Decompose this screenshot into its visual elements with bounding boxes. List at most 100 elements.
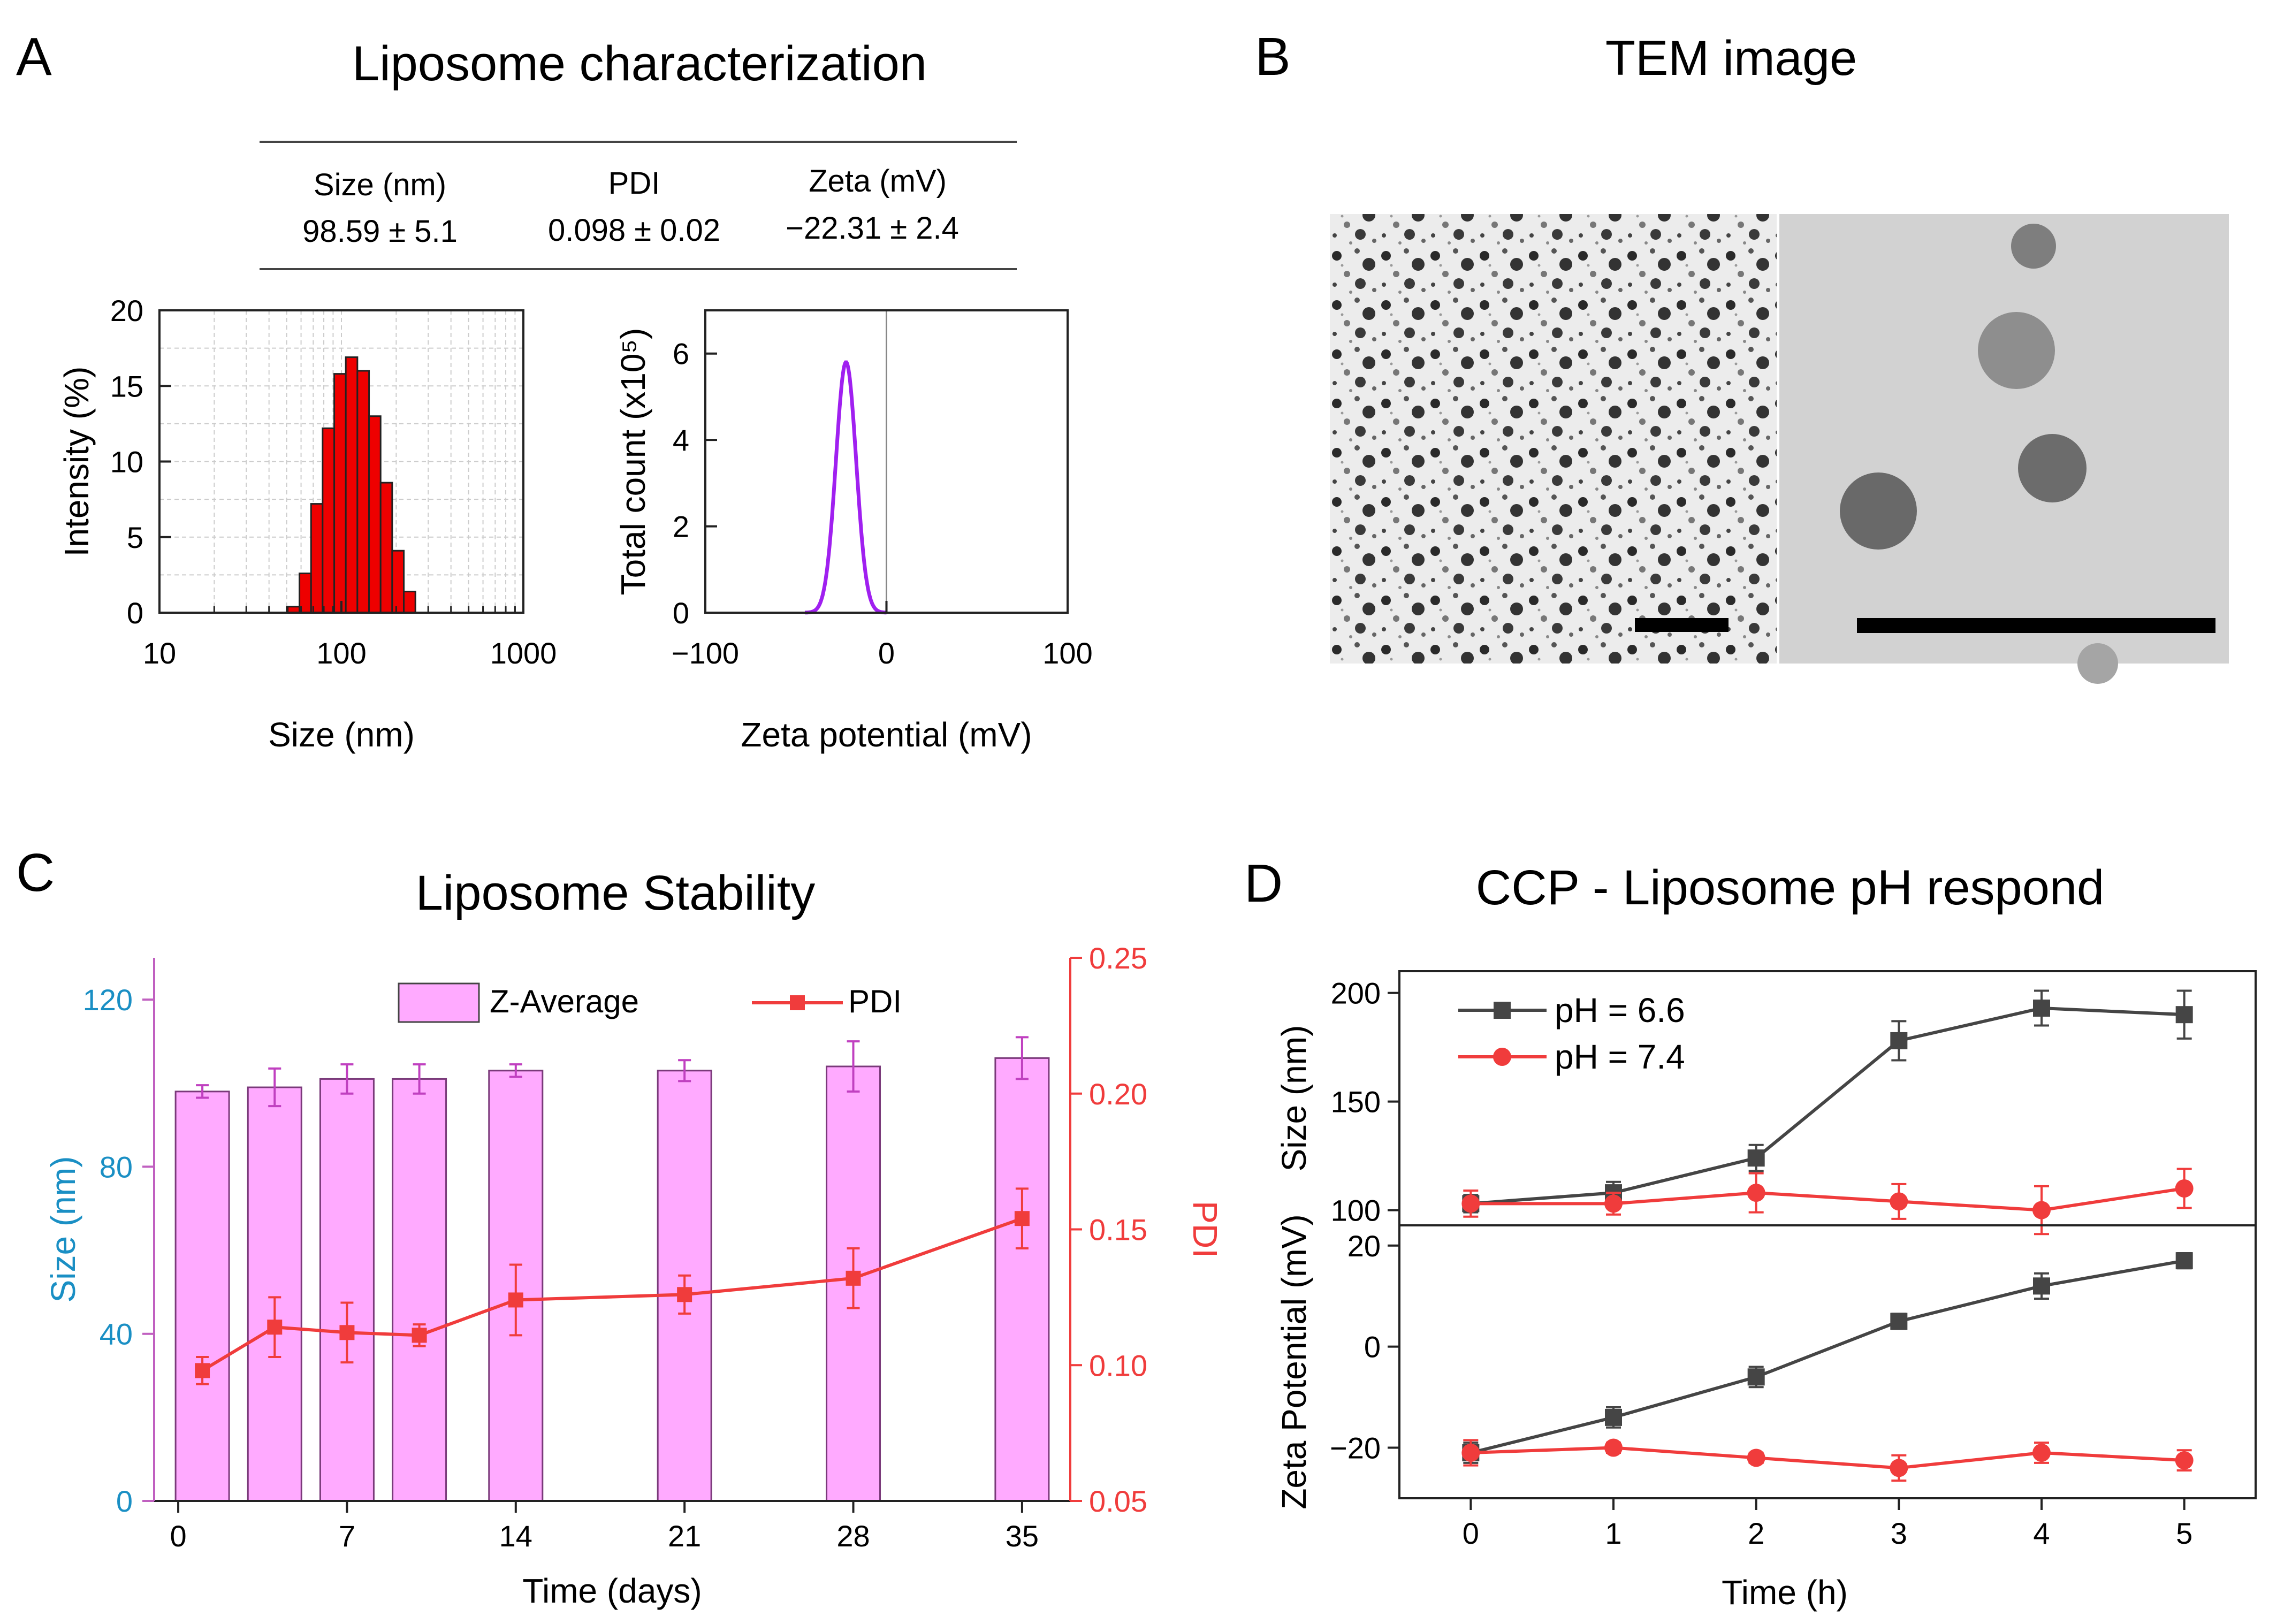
table-value-size: 98.59 ± 5.1 [302,214,458,249]
size-point-ph74 [1747,1184,1765,1202]
x-tick-label: 1 [1605,1516,1621,1550]
size-point-ph74 [1890,1192,1908,1211]
x-tick-label: 2 [1748,1516,1764,1550]
panel-b: B TEM image [1255,27,2229,684]
y-tick-label: 10 [110,445,143,479]
table-header-pdi: PDI [608,166,660,201]
size-y-tick-label: 100 [1331,1194,1381,1227]
size-y-tick-label: 150 [1331,1085,1381,1119]
panel-b-title: TEM image [1605,31,1857,86]
panel-c: C Liposome Stability 0 7 14 21 28 35040801200… [16,843,1224,1610]
zeta-point-ph66 [2175,1252,2193,1270]
x-tick-label: 7 [339,1519,355,1553]
y-tick-label: 20 [110,294,143,327]
histogram-bar [379,482,393,614]
y-tick-label-right: 0.20 [1089,1077,1147,1111]
zeta-point-ph74 [1461,1444,1480,1462]
size-point-ph74 [2032,1201,2051,1219]
size-y-tick-label: 200 [1331,977,1381,1010]
zeta-line-ph66 [1470,1259,2185,1454]
y-tick-label: 2 [673,510,689,544]
x-tick-label: 10 [143,636,176,670]
panel-c-title: Liposome Stability [416,866,816,920]
pdi-point [267,1320,283,1335]
pdi-point [677,1287,692,1302]
zeta-point-ph66 [1747,1368,1765,1386]
size-line-ph74 [1471,1187,2185,1212]
x-tick-label: 35 [1006,1519,1039,1553]
legend-label-pdi: PDI [848,983,902,1019]
zeta-point-ph66 [1890,1313,1908,1330]
zeta-point-ph74 [2175,1451,2194,1470]
pdi-point [1014,1211,1030,1226]
z-average-bar [994,1057,1050,1502]
legend-marker-pdi [790,995,805,1010]
zeta-point-ph66 [2033,1277,2050,1295]
x-tick-label: 14 [499,1519,532,1553]
legend-swatch-z-average [398,982,480,1023]
x-tick-label: 0 [170,1519,186,1553]
histogram-bar [322,427,336,614]
histogram-bar [333,373,347,614]
x-tick-label: 0 [1463,1516,1479,1550]
zeta-peak-line [804,360,887,615]
zeta-point-ph74 [1604,1438,1623,1457]
legend-label-ph66: pH = 6.6 [1555,991,1685,1030]
zeta-y-tick-label: −20 [1330,1431,1381,1465]
size-point-ph66 [1747,1149,1765,1167]
legend-label-ph74: pH = 7.4 [1555,1038,1685,1076]
y-tick-label: 0 [673,596,689,630]
y-tick-label-left: 120 [83,983,133,1017]
y-tick-label: 5 [127,521,143,554]
z-average-bar [319,1078,375,1502]
tem-particle [2011,224,2056,269]
histogram-bar [356,370,370,614]
tem-zoom-scale-bar [1857,618,2215,633]
pdi-point [339,1325,355,1340]
pdi-line [201,1217,1023,1372]
x-tick-label: 100 [1042,636,1092,670]
table-header-size: Size (nm) [314,167,446,202]
zeta-point-ph74 [1890,1459,1908,1477]
zeta-point-ph74 [2032,1444,2051,1462]
tem-particle [1840,472,1917,550]
histogram-bar [310,503,324,614]
legend-marker-ph66 [1494,1002,1511,1019]
histogram-bar [368,415,382,614]
pdi-point [412,1328,427,1343]
table-value-pdi: 0.098 ± 0.02 [548,213,720,248]
tem-particle [2077,643,2118,684]
tem-zoom-background [1779,214,2229,664]
histogram-bar [391,550,405,614]
z-average-bar [174,1091,230,1502]
y-tick-label-left: 80 [100,1150,133,1184]
x-tick-label: 4 [2033,1516,2050,1550]
x-tick-label: 1000 [490,636,557,670]
y-tick-label-right: 0.15 [1089,1213,1147,1247]
size-y-axis-label: Size (nm) [1275,1025,1313,1172]
tem-overview-background [1330,214,1777,664]
zeta-y-tick-label: 20 [1347,1229,1381,1263]
tem-particle [2018,434,2087,502]
x-tick-label: −100 [672,636,739,670]
panel-c-letter: C [16,843,55,903]
pdi-point [846,1270,861,1286]
zeta-y-tick-label: 0 [1364,1330,1381,1364]
z-average-bar [247,1086,302,1502]
tem-image-zoom [1779,214,2229,684]
y-axis-label-right: PDI [1186,1201,1224,1258]
size-point-ph66 [2033,1000,2050,1017]
size-distribution-chart: 10 100 1000 0 5 10 15 20 Size (nm) Intensity (%) [57,294,557,754]
panel-d-title: CCP - Liposome pH respond [1476,860,2104,915]
panel-a-title: Liposome characterization [352,36,927,91]
tem-particle [1978,312,2055,389]
panel-d: D CCP - Liposome pH respond 100150200−20… [1244,853,2257,1612]
z-average-bar [392,1078,447,1502]
x-tick-label: 21 [668,1519,701,1553]
size-line-ph66 [1471,1007,2184,1206]
x-axis-label: Time (days) [522,1572,702,1610]
y-tick-label-right: 0.10 [1089,1348,1147,1382]
y-axis-label-left: Size (nm) [44,1156,82,1303]
legend-marker-ph74 [1493,1048,1511,1066]
